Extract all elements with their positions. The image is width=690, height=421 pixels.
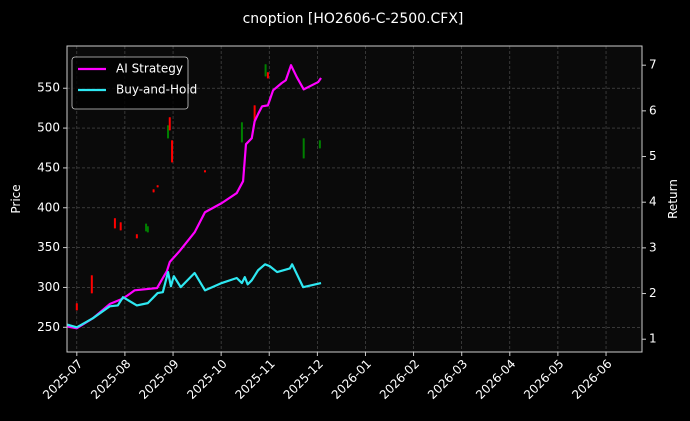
candle-body	[203, 170, 206, 173]
candle-body	[240, 122, 243, 143]
candle-body	[113, 218, 116, 229]
y-tick-label: 300	[37, 280, 60, 294]
plot-frame	[66, 45, 643, 353]
y-tick-label: 450	[37, 160, 60, 174]
candle-body	[145, 223, 148, 232]
y-axis-label: Price	[9, 184, 23, 213]
y-tick-label: 350	[37, 240, 60, 254]
y2-tick-label: 3	[649, 240, 657, 254]
y2-axis-label: Return	[666, 179, 680, 219]
legend-label: AI Strategy	[116, 62, 183, 76]
candle-body	[253, 105, 256, 121]
y-tick-label: 550	[37, 81, 60, 95]
candle-body	[119, 222, 122, 231]
candle-body	[75, 303, 78, 311]
candle-body	[156, 185, 159, 188]
legend-label: Buy-and-Hold	[116, 83, 197, 97]
y2-tick-label: 1	[649, 332, 657, 346]
candle-body	[167, 125, 170, 139]
line-series	[66, 64, 322, 330]
candle-body	[168, 117, 171, 131]
candle-body	[90, 275, 93, 294]
candle-body	[135, 234, 138, 239]
candle-body	[266, 72, 269, 79]
y2-tick-label: 5	[649, 149, 657, 163]
chart-title: cnoption [HO2606-C-2500.CFX]	[243, 11, 464, 27]
candle-body	[318, 140, 321, 149]
candle-body	[171, 140, 174, 163]
candle-body	[146, 226, 149, 233]
y2-tick-label: 2	[649, 286, 657, 300]
line-series	[66, 263, 322, 329]
y-tick-label: 250	[37, 320, 60, 334]
y2-tick-label: 4	[649, 195, 657, 209]
y-tick-label: 500	[37, 121, 60, 135]
candle-body	[302, 138, 305, 159]
y-tick-label: 400	[37, 200, 60, 214]
candle-body	[152, 189, 155, 193]
candle-body	[264, 64, 267, 77]
y2-tick-label: 6	[649, 103, 657, 117]
y2-tick-label: 7	[649, 58, 657, 72]
